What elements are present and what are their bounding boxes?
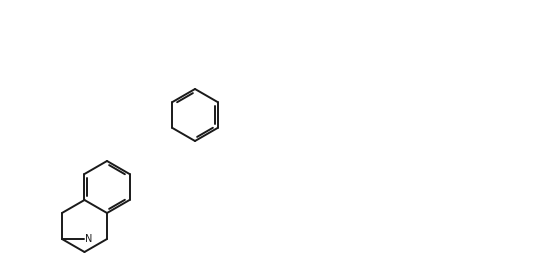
Text: N: N <box>85 234 92 244</box>
